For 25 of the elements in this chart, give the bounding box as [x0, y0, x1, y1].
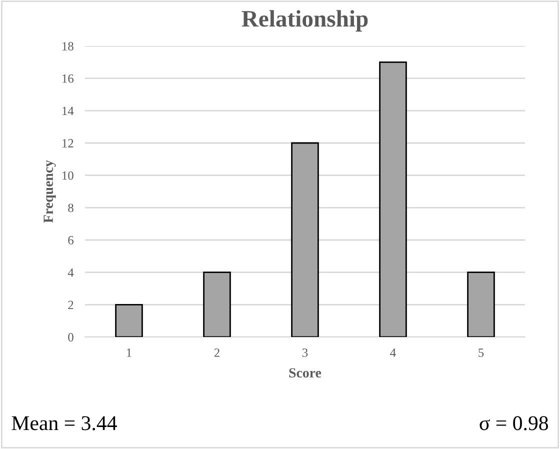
bar [291, 142, 319, 337]
y-tick-label: 12 [62, 139, 74, 148]
y-tick-label: 2 [68, 300, 74, 310]
y-tick-label: 0 [68, 333, 74, 342]
x-tick-label: 2 [214, 348, 220, 357]
x-axis-title: Score [289, 368, 322, 378]
y-axis-title: Frequency [44, 160, 56, 223]
x-tick-label: 5 [478, 348, 484, 357]
chart-title: Relationship [242, 10, 368, 32]
bar [203, 272, 231, 337]
y-tick-label: 14 [62, 106, 74, 116]
x-tick-label: 4 [390, 348, 396, 357]
y-tick-label: 18 [62, 42, 74, 50]
bar [467, 272, 495, 337]
x-tick-label: 3 [302, 348, 308, 357]
y-tick-label: 8 [68, 204, 74, 212]
y-tick-label: 10 [62, 171, 74, 180]
y-tick-label: 6 [68, 236, 74, 244]
bar [115, 304, 143, 337]
text: σ = 0.98 [480, 416, 548, 430]
y-tick-label: 16 [62, 74, 74, 83]
bar [379, 61, 407, 337]
x-tick-label: 1 [126, 348, 132, 357]
y-tick-label: 4 [68, 268, 74, 277]
text: Mean = 3.44 [12, 416, 117, 430]
